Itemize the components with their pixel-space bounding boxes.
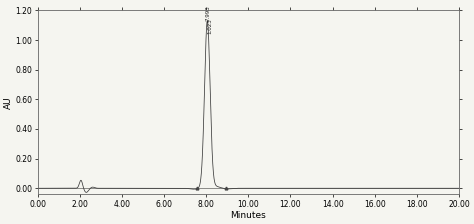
Text: 1.023: 1.023 [208, 18, 213, 34]
Y-axis label: AU: AU [4, 96, 13, 109]
Text: 7.993: 7.993 [206, 5, 210, 21]
X-axis label: Minutes: Minutes [230, 211, 266, 220]
